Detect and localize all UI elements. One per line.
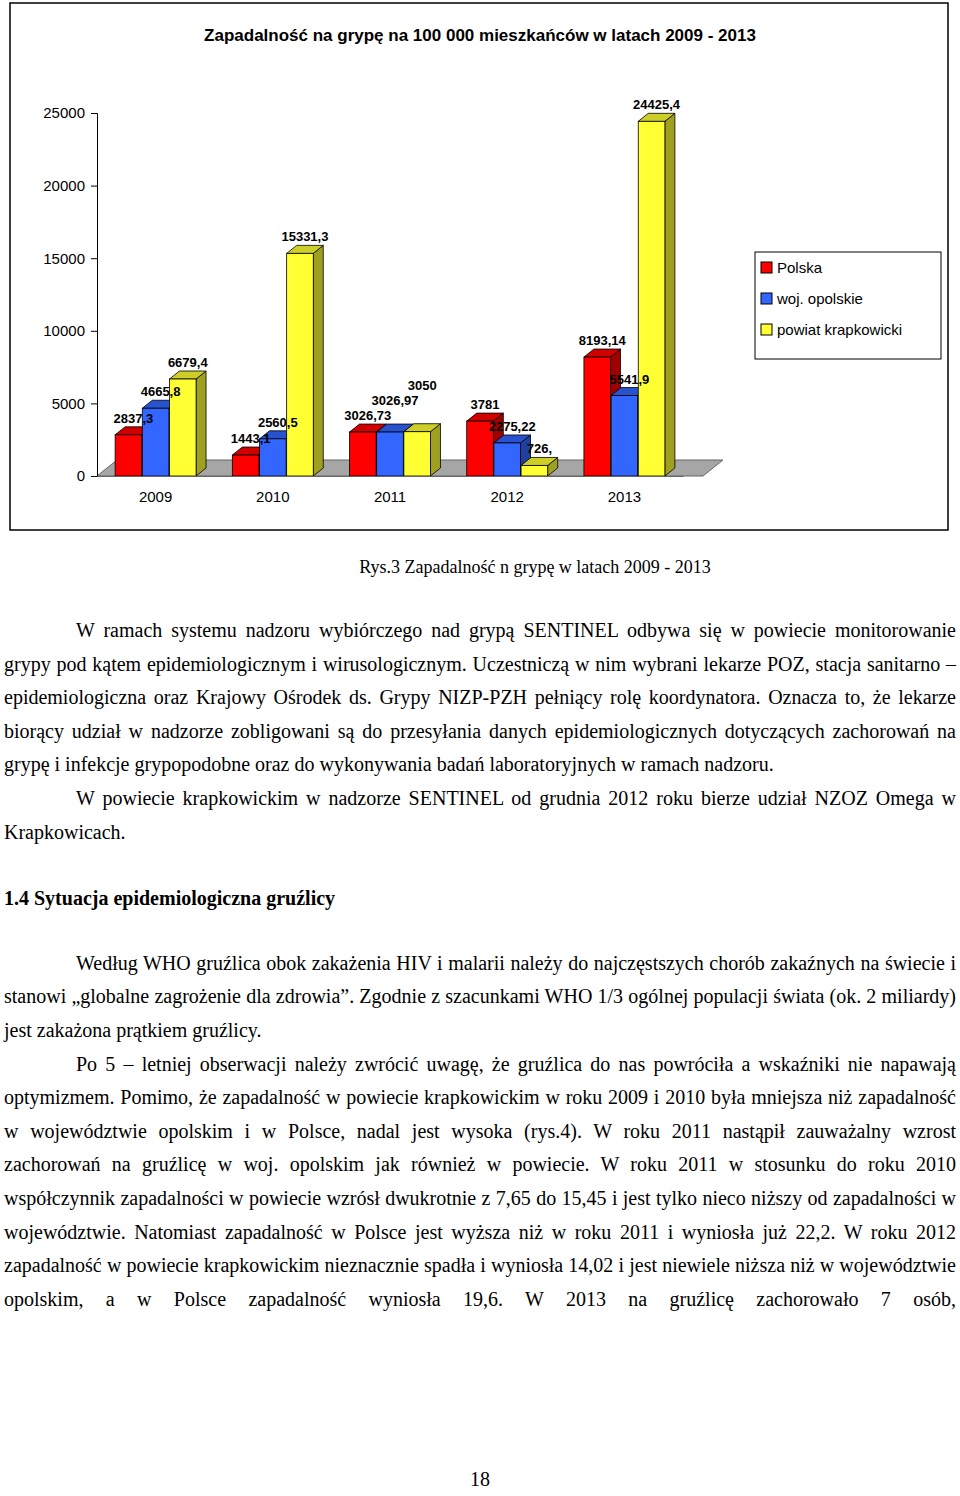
x-tick-label: 2009 bbox=[139, 488, 172, 505]
legend-label: powiat krapkowicki bbox=[777, 321, 902, 338]
bar-side bbox=[430, 424, 440, 476]
chart-title: Zapadalność na grypę na 100 000 mieszkań… bbox=[204, 26, 756, 45]
bar-top bbox=[638, 113, 675, 121]
data-label: 15331,3 bbox=[281, 229, 328, 244]
legend-swatch bbox=[761, 324, 772, 335]
y-tick-label: 5000 bbox=[52, 395, 85, 412]
bar-group bbox=[521, 457, 558, 476]
data-label: 3781 bbox=[471, 397, 500, 412]
bar bbox=[115, 435, 142, 476]
x-tick: 2010 bbox=[256, 476, 289, 505]
y-tick-mark bbox=[91, 258, 97, 259]
bar bbox=[584, 357, 611, 476]
bar-top bbox=[494, 435, 531, 443]
document: Rys.3 Zapadalność n grypę w latach 2009 … bbox=[4, 550, 956, 1316]
paragraph: W ramach systemu nadzoru wybiórczego nad… bbox=[4, 614, 956, 782]
chart-frame bbox=[10, 3, 948, 530]
paragraph: Według WHO gruźlica obok zakażenia HIV i… bbox=[4, 947, 956, 1048]
bar-top bbox=[169, 371, 206, 379]
data-label: 2275,22 bbox=[489, 419, 536, 434]
bar-top bbox=[404, 424, 441, 432]
y-tick: 10000 bbox=[43, 322, 97, 339]
data-label: 726, bbox=[527, 441, 552, 456]
data-label: 6679,4 bbox=[168, 355, 209, 370]
data-label: 3050 bbox=[408, 378, 437, 393]
x-tick-label: 2013 bbox=[608, 488, 641, 505]
legend-label: woj. opolskie bbox=[776, 290, 863, 307]
x-tick: 2011 bbox=[374, 476, 406, 505]
bar-side bbox=[313, 245, 323, 476]
bar-top bbox=[287, 245, 324, 253]
x-tick: 2013 bbox=[608, 476, 641, 505]
figure-caption: Rys.3 Zapadalność n grypę w latach 2009 … bbox=[4, 550, 956, 584]
x-tick: 2012 bbox=[491, 476, 524, 505]
bar-group bbox=[287, 245, 324, 476]
y-tick-label: 15000 bbox=[43, 250, 85, 267]
data-label: 2837,3 bbox=[114, 411, 154, 426]
chart-container: Zapadalność na grypę na 100 000 mieszkań… bbox=[0, 0, 960, 540]
section-heading: 1.4 Sytuacja epidemiologiczna gruźlicy bbox=[4, 882, 956, 916]
x-axis: 2009 2010 2011 2012 2013 bbox=[98, 476, 684, 505]
legend-label: Polska bbox=[777, 259, 823, 276]
y-tick: 5000 bbox=[52, 395, 97, 412]
y-tick-label: 20000 bbox=[43, 177, 85, 194]
bar-top bbox=[521, 457, 558, 465]
bar bbox=[377, 432, 404, 476]
y-tick: 15000 bbox=[43, 250, 97, 267]
paragraph: Po 5 – letniej obserwacji należy zwrócić… bbox=[4, 1048, 956, 1317]
data-label: 4665,8 bbox=[141, 384, 181, 399]
bar-group bbox=[404, 424, 441, 476]
bar bbox=[638, 121, 665, 476]
paragraph: W powiecie krapkowickim w nadzorze SENTI… bbox=[4, 782, 956, 849]
x-tick-label: 2011 bbox=[374, 488, 406, 505]
page-number: 18 bbox=[0, 1468, 960, 1491]
legend-swatch bbox=[761, 293, 772, 304]
bar-side bbox=[665, 113, 675, 476]
y-tick-mark bbox=[91, 113, 97, 114]
data-label: 3026,97 bbox=[372, 393, 419, 408]
y-tick: 0 bbox=[77, 467, 97, 484]
bar-group bbox=[638, 113, 675, 476]
y-axis: 0 5000 10000 15000 20000 25000 bbox=[43, 104, 97, 484]
data-label: 24425,4 bbox=[633, 97, 681, 112]
data-labels: 2837,3 4665,8 6679,4 1443,12560,5 15331,3 302… bbox=[114, 97, 681, 456]
bar bbox=[287, 253, 314, 476]
data-label: 8193,14 bbox=[579, 333, 627, 348]
bar bbox=[350, 432, 377, 476]
data-label: 3026,73 bbox=[344, 408, 391, 423]
data-label: 1443,1 bbox=[231, 431, 271, 446]
data-label: 2560,5 bbox=[258, 415, 298, 430]
x-tick-label: 2012 bbox=[491, 488, 524, 505]
bar bbox=[521, 465, 548, 476]
y-tick-label: 0 bbox=[77, 467, 85, 484]
x-tick-label: 2010 bbox=[256, 488, 289, 505]
y-tick-mark bbox=[91, 403, 97, 404]
y-tick-mark bbox=[91, 186, 97, 187]
bar-side bbox=[196, 371, 206, 476]
bar bbox=[611, 396, 638, 476]
y-tick-label: 25000 bbox=[43, 104, 85, 121]
bar bbox=[404, 432, 431, 476]
y-tick-label: 10000 bbox=[43, 322, 85, 339]
bar bbox=[494, 443, 521, 476]
legend-box bbox=[755, 252, 941, 359]
y-tick: 25000 bbox=[43, 104, 97, 121]
bars bbox=[115, 113, 675, 476]
data-label: 5541,9 bbox=[610, 372, 650, 387]
x-axis-line bbox=[98, 476, 684, 477]
bar bbox=[232, 455, 259, 476]
bar-top bbox=[584, 349, 621, 357]
y-tick: 20000 bbox=[43, 177, 97, 194]
x-tick: 2009 bbox=[139, 476, 172, 505]
y-tick-mark bbox=[91, 331, 97, 332]
y-tick-mark bbox=[91, 476, 97, 477]
legend-swatch bbox=[761, 262, 772, 273]
legend: Polska woj. opolskie powiat krapkowicki bbox=[755, 252, 941, 359]
chart-svg: Zapadalność na grypę na 100 000 mieszkań… bbox=[0, 0, 960, 540]
y-axis-line bbox=[91, 114, 98, 477]
